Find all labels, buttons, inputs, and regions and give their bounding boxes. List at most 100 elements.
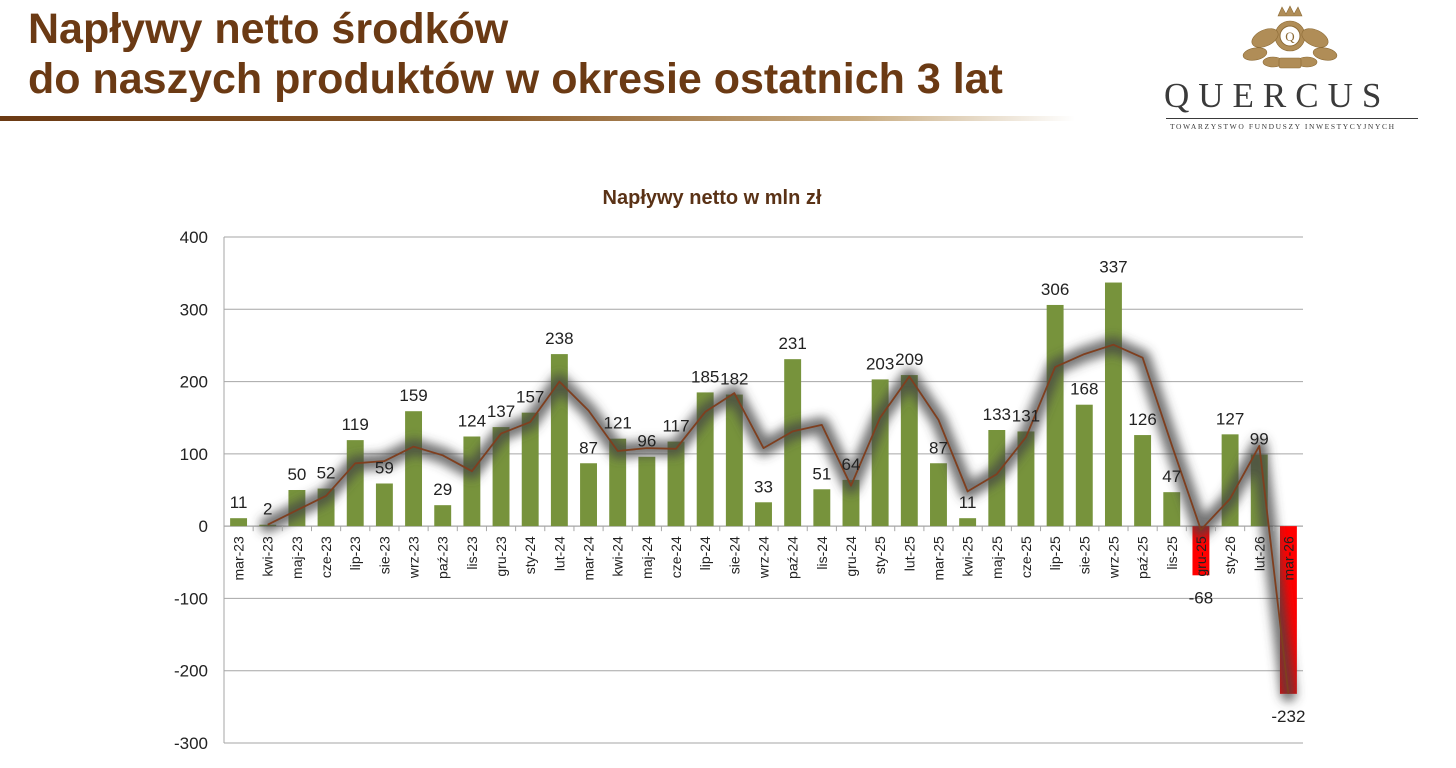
data-label: 137 — [487, 402, 515, 421]
data-label: 203 — [866, 354, 894, 373]
data-label: 131 — [1012, 406, 1040, 425]
bar — [813, 489, 831, 527]
data-label: 11 — [230, 493, 248, 512]
svg-text:Q: Q — [1285, 29, 1295, 44]
slide-title: Napływy netto środków do naszych produkt… — [28, 4, 1003, 104]
bar — [1104, 282, 1122, 527]
x-tick-label: kwi-24 — [610, 536, 626, 577]
x-tick-label: gru-23 — [493, 536, 509, 577]
y-tick-label: -200 — [174, 662, 208, 681]
x-tick-label: lis-25 — [1164, 536, 1180, 570]
trend-line — [267, 343, 1290, 694]
data-label: 87 — [579, 438, 598, 457]
y-tick-label: 300 — [180, 300, 208, 319]
crowned-oak-emblem-icon: Q — [1242, 5, 1338, 69]
data-label: 87 — [929, 438, 948, 457]
x-tick-label: sie-24 — [726, 536, 742, 574]
data-label: 119 — [342, 415, 369, 434]
bar — [463, 436, 481, 527]
bar — [784, 359, 802, 527]
x-tick-label: wrz-23 — [406, 536, 422, 579]
logo-subtitle: TOWARZYSTWO FUNDUSZY INWESTYCYJNYCH — [1170, 122, 1396, 131]
data-label: 64 — [842, 455, 861, 474]
bar — [1046, 304, 1064, 527]
bar — [434, 505, 452, 527]
bar — [638, 456, 656, 527]
x-tick-label: sie-23 — [376, 536, 392, 574]
x-tick-label: paź-25 — [1135, 536, 1151, 579]
bar — [725, 394, 743, 527]
logo-divider — [1166, 118, 1418, 119]
data-label: 231 — [778, 334, 806, 353]
bar — [1192, 526, 1210, 576]
bar — [1075, 404, 1093, 527]
bar — [521, 412, 539, 527]
data-label: 11 — [959, 493, 977, 512]
x-tick-label: lut-24 — [551, 536, 567, 571]
data-label: 47 — [1162, 467, 1181, 486]
x-tick-label: sty-26 — [1222, 536, 1238, 574]
x-tick-label: maj-23 — [289, 536, 305, 579]
bar — [346, 440, 364, 527]
bar — [755, 502, 772, 527]
x-tick-label: wrz-24 — [756, 536, 772, 579]
data-label: 51 — [812, 464, 831, 483]
bar — [405, 411, 423, 527]
bar — [930, 463, 947, 527]
slide-title-line-2: do naszych produktów w okresie ostatnich… — [28, 55, 1003, 103]
data-label: 124 — [458, 412, 486, 431]
x-tick-label: cze-25 — [1018, 536, 1034, 578]
quercus-logo: Q QUERCUS TOWARZYSTWO FUNDUSZY INWESTYCY… — [1160, 4, 1425, 132]
x-tick-label: mar-26 — [1280, 536, 1296, 581]
y-tick-label: 100 — [180, 445, 208, 464]
x-tick-label: maj-25 — [989, 536, 1005, 579]
data-label: 168 — [1070, 380, 1098, 399]
x-tick-label: mar-25 — [930, 536, 946, 581]
data-label: 29 — [433, 480, 452, 499]
x-tick-label: lut-25 — [901, 536, 917, 571]
data-label: 99 — [1250, 430, 1269, 449]
y-tick-label: 200 — [180, 373, 208, 392]
x-tick-label: lip-25 — [1047, 536, 1063, 570]
data-label: 238 — [545, 329, 573, 348]
x-tick-label: wrz-25 — [1105, 536, 1121, 579]
data-label: 337 — [1099, 258, 1127, 277]
data-label: 121 — [604, 414, 632, 433]
y-tick-label: 400 — [180, 228, 208, 247]
y-tick-label: -100 — [174, 589, 208, 608]
data-label: 96 — [637, 432, 656, 451]
chart-title: Napływy netto w mln zł — [603, 187, 822, 209]
data-label: 33 — [754, 477, 773, 496]
x-tick-label: paź-23 — [435, 536, 451, 579]
data-label: 52 — [317, 464, 336, 483]
bar — [375, 483, 393, 527]
x-tick-label: sty-24 — [522, 536, 538, 574]
data-label: 159 — [399, 386, 427, 405]
x-tick-label: mar-23 — [231, 536, 247, 581]
data-label: 133 — [983, 405, 1011, 424]
x-tick-label: gru-24 — [843, 536, 859, 577]
bar — [959, 518, 977, 527]
title-underline — [0, 116, 1075, 121]
logo-wordmark: QUERCUS — [1164, 76, 1391, 115]
x-tick-label: lis-24 — [814, 536, 830, 570]
data-label: 127 — [1216, 409, 1244, 428]
x-tick-label: lut-26 — [1251, 536, 1267, 571]
x-tick-label: cze-24 — [668, 536, 684, 578]
data-label: 157 — [516, 388, 544, 407]
data-label: 185 — [691, 367, 719, 386]
x-tick-label: sty-25 — [872, 536, 888, 574]
bar — [230, 518, 248, 527]
slide-title-line-1: Napływy netto środków — [28, 5, 509, 53]
data-label: 59 — [375, 458, 394, 477]
x-tick-label: paź-24 — [785, 536, 801, 579]
x-tick-label: gru-25 — [1193, 536, 1209, 577]
bar — [1134, 435, 1152, 527]
data-label: 117 — [662, 417, 689, 436]
y-tick-label: 0 — [199, 517, 208, 536]
data-label: 306 — [1041, 280, 1069, 299]
x-tick-label: sie-25 — [1076, 536, 1092, 574]
x-tick-label: lip-23 — [347, 536, 363, 570]
data-label: 182 — [720, 370, 748, 389]
